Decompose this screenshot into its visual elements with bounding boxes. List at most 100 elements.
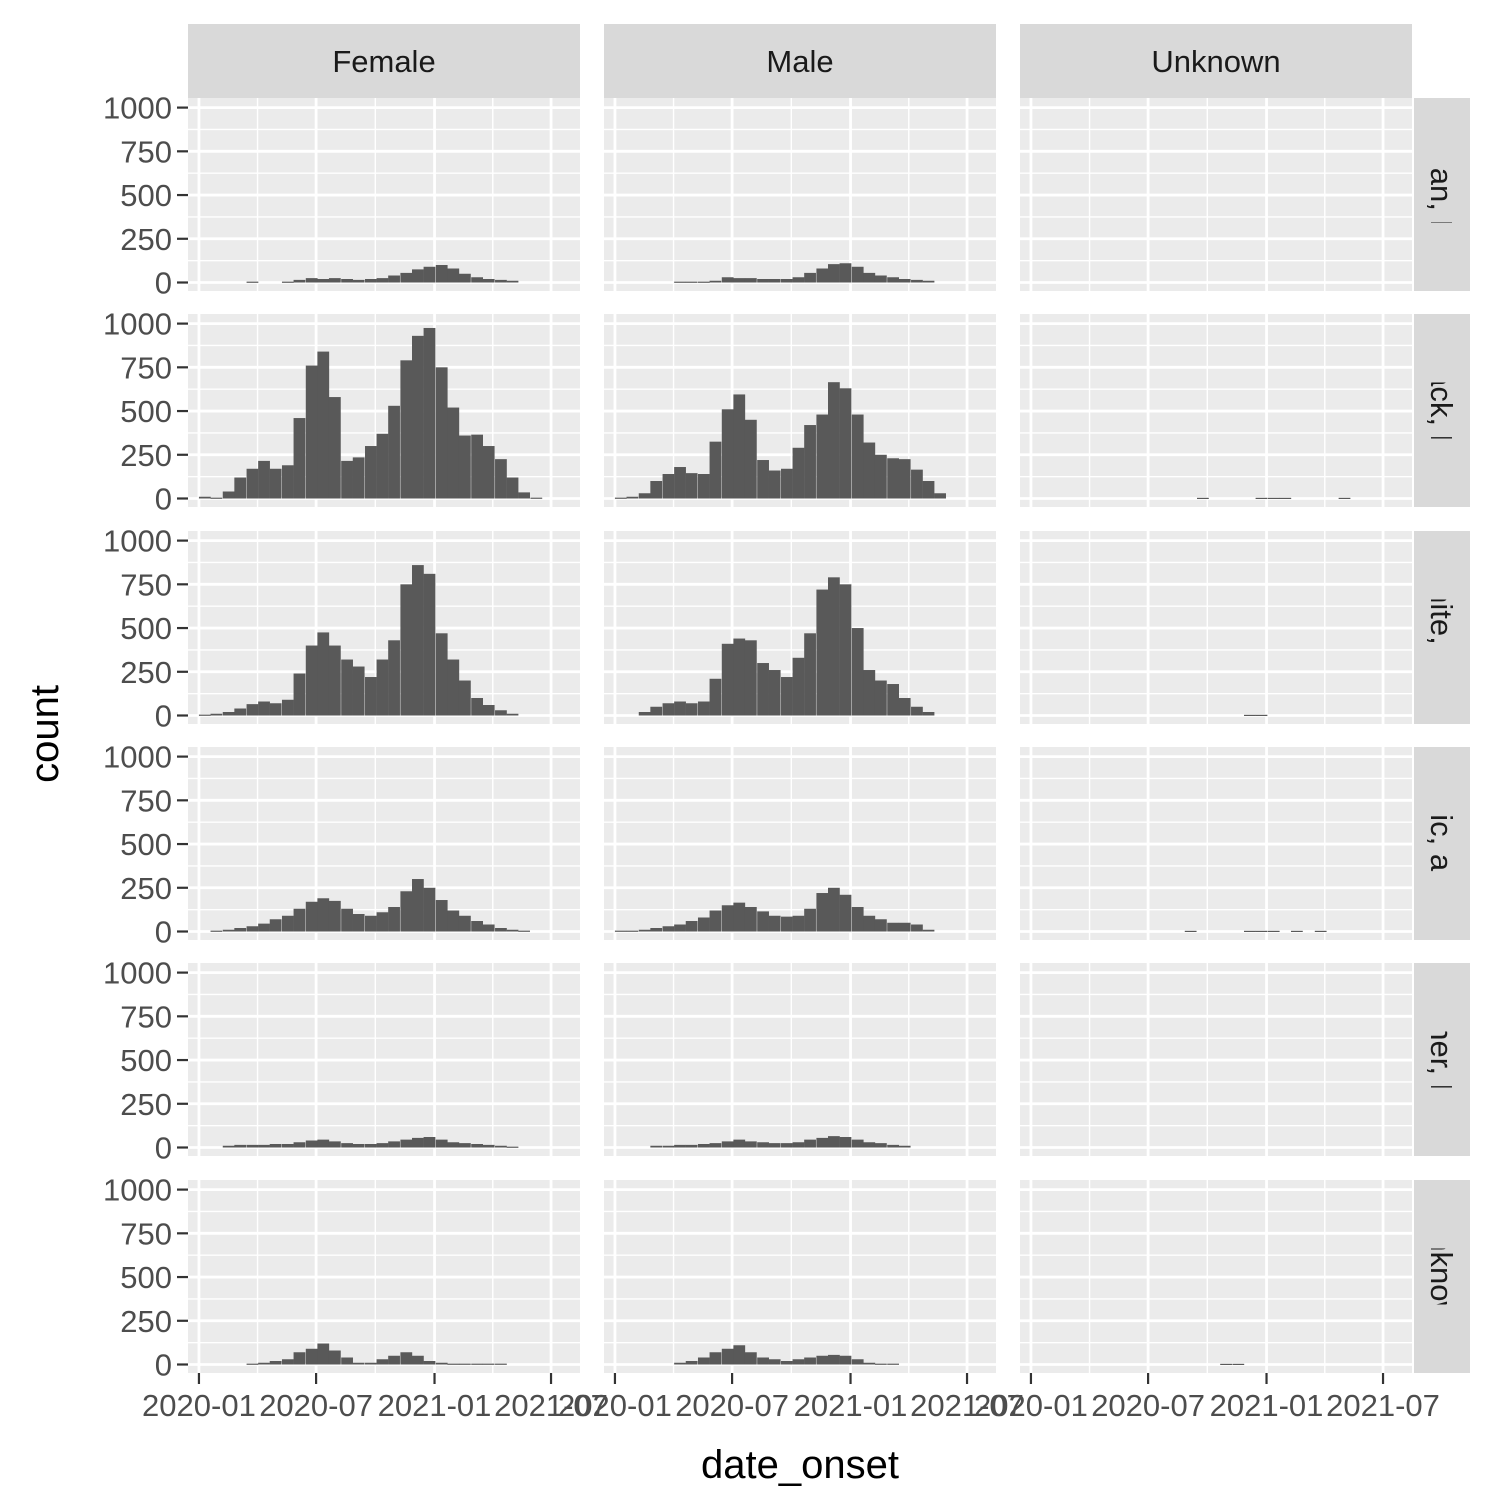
histogram-bar bbox=[887, 1363, 899, 1365]
histogram-bar bbox=[650, 481, 663, 499]
histogram-bar bbox=[662, 926, 675, 932]
histogram-bar bbox=[234, 708, 247, 716]
histogram-bar bbox=[376, 659, 389, 716]
histogram-bar bbox=[804, 1139, 816, 1148]
histogram-bar bbox=[863, 272, 876, 283]
histogram-bar bbox=[388, 405, 400, 499]
histogram-bar bbox=[447, 1142, 460, 1148]
histogram-bar bbox=[1279, 497, 1292, 500]
histogram-bar bbox=[341, 659, 353, 716]
histogram-bar bbox=[1314, 930, 1327, 933]
histogram-bar bbox=[768, 470, 781, 499]
strip-col-male: Male bbox=[604, 24, 996, 98]
histogram-bar bbox=[804, 425, 816, 499]
panel-unknown-asian-nh bbox=[1020, 98, 1412, 291]
y-tick-label: 1000 bbox=[103, 956, 172, 991]
histogram-bar bbox=[922, 280, 935, 283]
histogram-bar bbox=[400, 584, 413, 716]
histogram-bar bbox=[281, 699, 294, 716]
panel-female-hispanic-all-races bbox=[188, 747, 580, 940]
histogram-bar bbox=[662, 1145, 675, 1148]
histogram-bar bbox=[412, 335, 424, 499]
x-tick-label: 2021-07 bbox=[910, 1388, 1024, 1423]
panel-male-white-nh bbox=[604, 531, 996, 724]
histogram-bar bbox=[388, 907, 400, 932]
strip-col-unknown: Unknown bbox=[1020, 24, 1412, 98]
histogram-bar bbox=[887, 1144, 899, 1148]
histogram-bar bbox=[922, 929, 935, 932]
histogram-bar bbox=[697, 701, 710, 716]
y-tick-label: 500 bbox=[120, 394, 172, 429]
histogram-bar bbox=[365, 1362, 377, 1365]
histogram-bar bbox=[744, 419, 757, 499]
histogram-bar bbox=[721, 277, 734, 283]
histogram-bar bbox=[305, 645, 318, 716]
histogram-bar bbox=[650, 706, 663, 716]
y-tick-label: 750 bbox=[120, 783, 172, 818]
histogram-bar bbox=[423, 266, 436, 283]
y-tick-label: 0 bbox=[155, 915, 172, 950]
histogram-bar bbox=[922, 712, 935, 716]
y-tick-label: 0 bbox=[155, 266, 172, 301]
histogram-bar bbox=[851, 266, 864, 283]
histogram-bar bbox=[721, 409, 734, 499]
histogram-bar bbox=[1232, 1363, 1245, 1366]
histogram-bar bbox=[435, 265, 448, 283]
histogram-bar bbox=[341, 908, 353, 932]
histogram-bar bbox=[352, 1144, 365, 1148]
histogram-bar bbox=[471, 1144, 483, 1148]
panel-unknown-black-nh bbox=[1020, 314, 1412, 507]
histogram-bar bbox=[328, 1141, 341, 1148]
histogram-bar bbox=[1220, 1363, 1232, 1366]
histogram-bar bbox=[851, 628, 864, 716]
y-tick-label: 250 bbox=[120, 438, 172, 473]
y-axis-title: count bbox=[23, 685, 67, 783]
histogram-bar bbox=[317, 279, 330, 283]
histogram-bar bbox=[246, 281, 259, 283]
histogram-bar bbox=[328, 397, 341, 499]
y-tick-label: 0 bbox=[155, 699, 172, 734]
histogram-bar bbox=[792, 1359, 805, 1365]
histogram-bar bbox=[495, 928, 507, 932]
histogram-bar bbox=[317, 1139, 330, 1148]
histogram-bar bbox=[887, 922, 899, 932]
histogram-bar bbox=[781, 468, 793, 499]
histogram-bar bbox=[733, 638, 746, 716]
histogram-bar bbox=[674, 467, 686, 499]
histogram-bar bbox=[495, 459, 507, 499]
histogram-bar bbox=[839, 894, 852, 932]
histogram-bar bbox=[482, 1144, 495, 1148]
histogram-bar bbox=[863, 1142, 876, 1148]
histogram-bar bbox=[388, 275, 400, 283]
histogram-bar bbox=[733, 278, 746, 283]
histogram-bar bbox=[674, 701, 686, 716]
histogram-bar bbox=[685, 703, 698, 716]
histogram-bar bbox=[376, 1143, 389, 1148]
histogram-bar bbox=[721, 643, 734, 716]
histogram-bar bbox=[246, 704, 259, 716]
strip-row-hispanic-all-races: Hispanic, all races bbox=[1414, 747, 1470, 940]
strip-row-label: Unknown bbox=[1424, 1212, 1459, 1341]
histogram-bar bbox=[269, 1361, 282, 1365]
histogram-bar bbox=[482, 446, 495, 499]
histogram-bar bbox=[733, 1139, 746, 1148]
histogram-bar bbox=[412, 1355, 424, 1365]
histogram-bar bbox=[792, 447, 805, 499]
histogram-bar bbox=[447, 910, 460, 932]
histogram-bar bbox=[281, 1144, 294, 1148]
histogram-bar bbox=[435, 367, 448, 499]
histogram-bar bbox=[447, 1363, 460, 1365]
histogram-bar bbox=[898, 1145, 911, 1148]
histogram-bar bbox=[781, 916, 793, 932]
histogram-bar bbox=[222, 712, 235, 716]
x-tick-label: 2021-01 bbox=[378, 1388, 492, 1423]
histogram-bar bbox=[400, 272, 413, 283]
histogram-bar bbox=[482, 924, 495, 932]
histogram-bar bbox=[1255, 497, 1268, 500]
histogram-bar bbox=[412, 1137, 424, 1148]
histogram-bar bbox=[851, 907, 864, 932]
histogram-bar bbox=[328, 1350, 341, 1365]
histogram-bar bbox=[828, 887, 840, 932]
panel-male-black-nh bbox=[604, 314, 996, 507]
histogram-bar bbox=[721, 905, 734, 932]
